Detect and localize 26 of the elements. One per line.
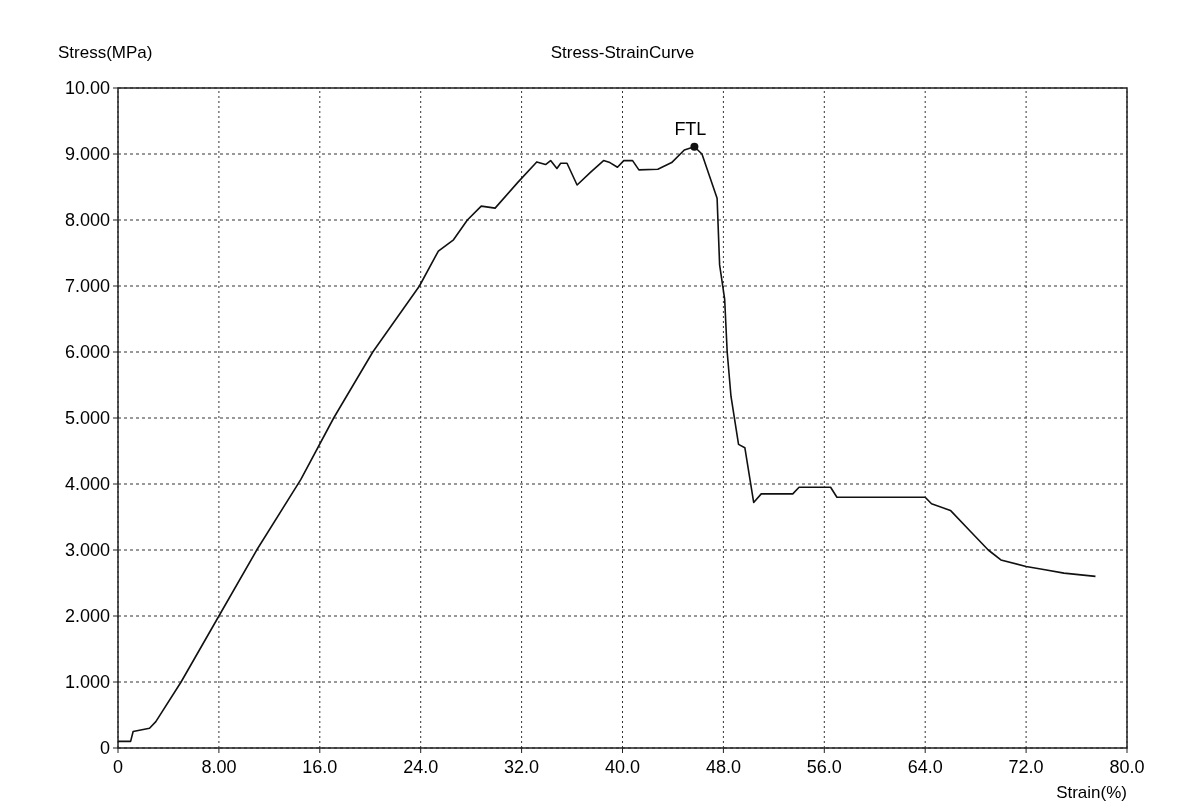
x-tick-label: 8.00 (201, 757, 237, 777)
y-tick-label: 6.000 (64, 342, 110, 362)
x-tick-label: 72.0 (1008, 757, 1044, 777)
x-tick-label: 16.0 (302, 757, 338, 777)
y-tick-label: 3.000 (64, 540, 110, 560)
annotation: FTL (674, 118, 707, 139)
x-tick-label: 56.0 (806, 757, 842, 777)
chart-title: Stress-StrainCurve (550, 43, 695, 62)
y-tick-label: 10.00 (64, 78, 110, 98)
x-tick-label: 80.0 (1109, 757, 1145, 777)
y-tick-label: 4.000 (64, 474, 110, 494)
x-tick-label: 64.0 (907, 757, 943, 777)
y-tick-label: 2.000 (64, 606, 110, 626)
y-tick-label: 8.000 (64, 210, 110, 230)
x-tick-label: 24.0 (403, 757, 439, 777)
x-tick-label: 40.0 (604, 757, 641, 777)
x-axis-title: Strain(%) (1056, 783, 1127, 802)
x-tick-label: 32.0 (504, 757, 540, 777)
y-tick-label: 7.000 (64, 276, 110, 296)
y-tick-label: 1.000 (64, 672, 110, 692)
y-tick-label: 5.000 (64, 408, 110, 428)
x-tick-label: 0 (112, 757, 124, 777)
y-axis-title: Stress(MPa) (58, 43, 153, 62)
x-tick-label: 48.0 (705, 757, 741, 777)
y-tick-label: 9.000 (64, 144, 110, 164)
y-tick-label: 0 (99, 738, 110, 758)
